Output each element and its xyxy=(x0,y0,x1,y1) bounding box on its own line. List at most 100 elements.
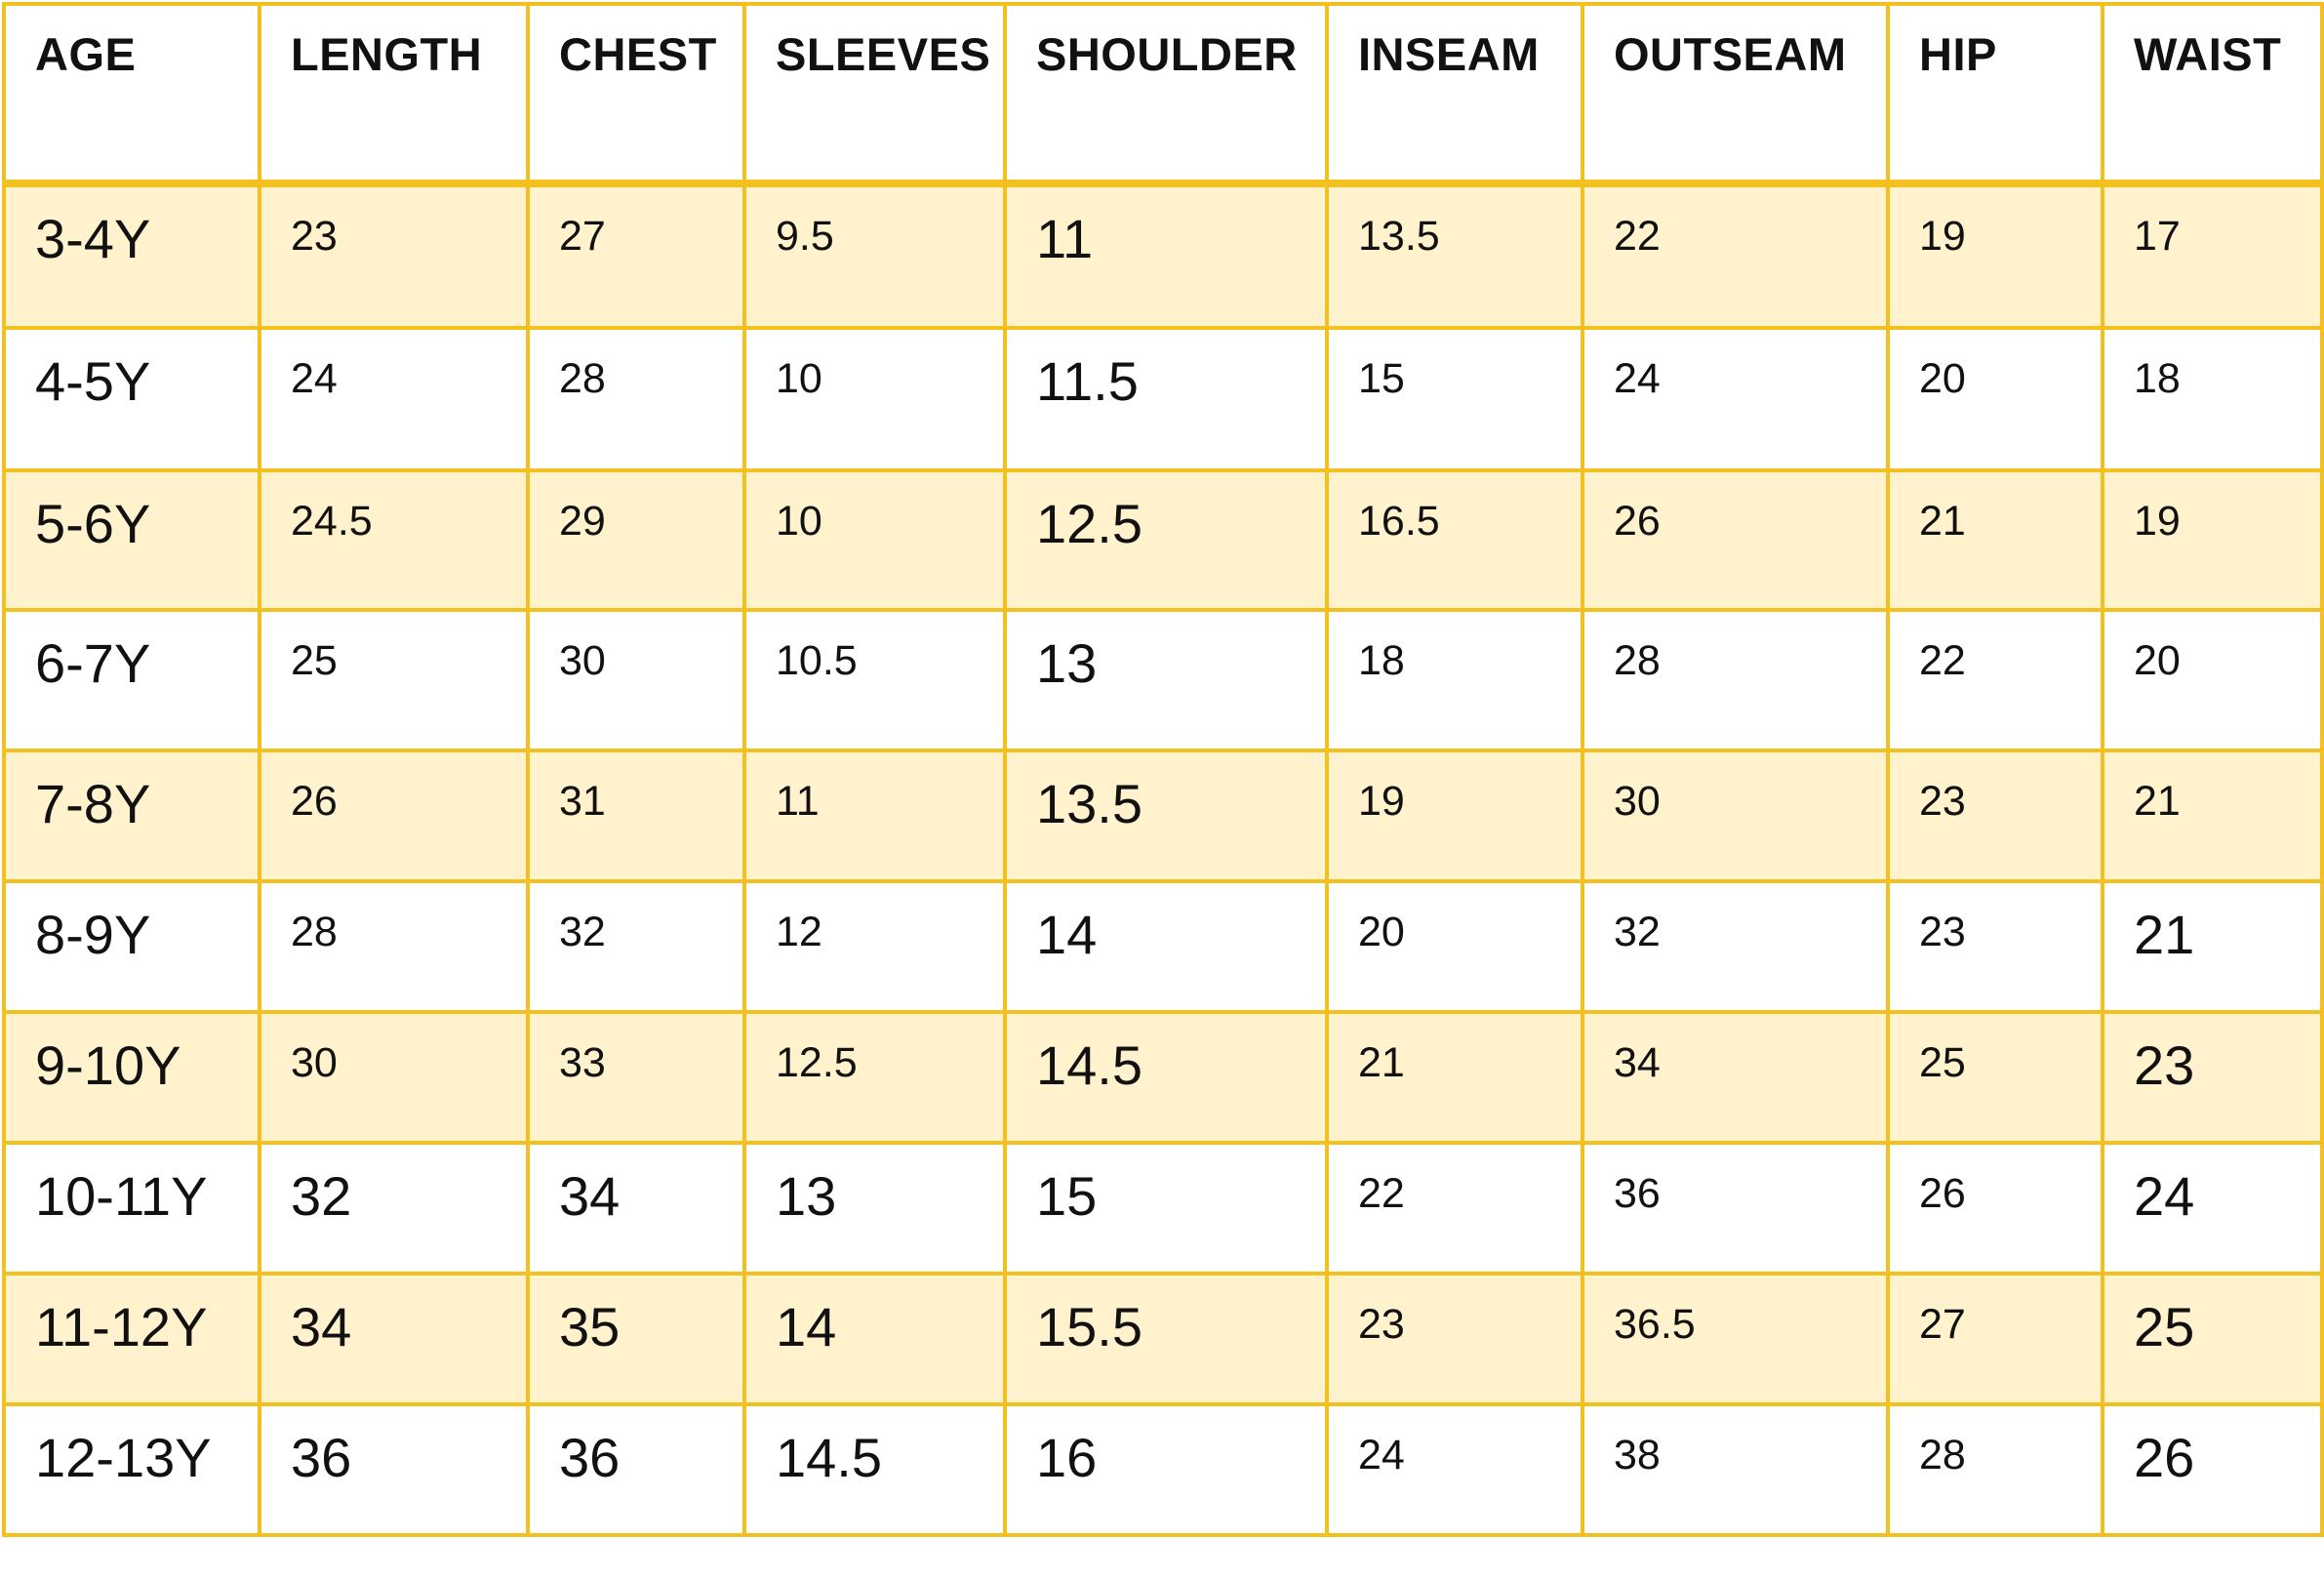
table-row: 3-4Y 23 27 9.5 11 13.5 22 19 17 xyxy=(2,182,2324,330)
age-cell: 4-5Y xyxy=(2,326,261,472)
chest-cell: 27 xyxy=(526,182,746,330)
header-length: LENGTH xyxy=(258,2,530,185)
outseam-cell: 38 xyxy=(1581,1402,1890,1537)
length-cell: 28 xyxy=(258,879,530,1014)
shoulder-cell: 13 xyxy=(1003,608,1329,752)
header-sleeves: SLEEVES xyxy=(742,2,1007,185)
inseam-cell: 19 xyxy=(1325,749,1584,883)
header-age: AGE xyxy=(2,2,261,185)
shoulder-cell: 12.5 xyxy=(1003,468,1329,612)
waist-cell: 17 xyxy=(2101,182,2324,330)
length-cell: 24 xyxy=(258,326,530,472)
age-cell: 8-9Y xyxy=(2,879,261,1014)
hip-cell: 27 xyxy=(1886,1272,2104,1406)
length-cell: 36 xyxy=(258,1402,530,1537)
chest-cell: 30 xyxy=(526,608,746,752)
hip-cell: 26 xyxy=(1886,1141,2104,1275)
age-cell: 10-11Y xyxy=(2,1141,261,1275)
inseam-cell: 20 xyxy=(1325,879,1584,1014)
waist-cell: 26 xyxy=(2101,1402,2324,1537)
waist-cell: 23 xyxy=(2101,1010,2324,1145)
header-inseam: INSEAM xyxy=(1325,2,1584,185)
outseam-cell: 28 xyxy=(1581,608,1890,752)
shoulder-cell: 14.5 xyxy=(1003,1010,1329,1145)
header-hip: HIP xyxy=(1886,2,2104,185)
table-row: 4-5Y 24 28 10 11.5 15 24 20 18 xyxy=(2,326,2324,472)
age-cell: 3-4Y xyxy=(2,182,261,330)
header-row: AGE LENGTH CHEST SLEEVES SHOULDER INSEAM… xyxy=(2,2,2324,185)
outseam-cell: 22 xyxy=(1581,182,1890,330)
table-row: 7-8Y 26 31 11 13.5 19 30 23 21 xyxy=(2,749,2324,883)
shoulder-cell: 11 xyxy=(1003,182,1329,330)
chest-cell: 32 xyxy=(526,879,746,1014)
header-waist: WAIST xyxy=(2101,2,2324,185)
sleeves-cell: 9.5 xyxy=(742,182,1007,330)
chest-cell: 34 xyxy=(526,1141,746,1275)
shoulder-cell: 16 xyxy=(1003,1402,1329,1537)
age-cell: 7-8Y xyxy=(2,749,261,883)
table-row: 5-6Y 24.5 29 10 12.5 16.5 26 21 19 xyxy=(2,468,2324,612)
chest-cell: 33 xyxy=(526,1010,746,1145)
sleeves-cell: 14 xyxy=(742,1272,1007,1406)
inseam-cell: 22 xyxy=(1325,1141,1584,1275)
outseam-cell: 36 xyxy=(1581,1141,1890,1275)
chest-cell: 31 xyxy=(526,749,746,883)
sleeves-cell: 12 xyxy=(742,879,1007,1014)
shoulder-cell: 11.5 xyxy=(1003,326,1329,472)
inseam-cell: 15 xyxy=(1325,326,1584,472)
size-chart-table: AGE LENGTH CHEST SLEEVES SHOULDER INSEAM… xyxy=(2,2,2324,1537)
age-cell: 6-7Y xyxy=(2,608,261,752)
outseam-cell: 34 xyxy=(1581,1010,1890,1145)
sleeves-cell: 10 xyxy=(742,468,1007,612)
outseam-cell: 32 xyxy=(1581,879,1890,1014)
sleeves-cell: 11 xyxy=(742,749,1007,883)
table-row: 8-9Y 28 32 12 14 20 32 23 21 xyxy=(2,879,2324,1014)
header-outseam: OUTSEAM xyxy=(1581,2,1890,185)
inseam-cell: 21 xyxy=(1325,1010,1584,1145)
length-cell: 24.5 xyxy=(258,468,530,612)
inseam-cell: 23 xyxy=(1325,1272,1584,1406)
outseam-cell: 30 xyxy=(1581,749,1890,883)
hip-cell: 21 xyxy=(1886,468,2104,612)
length-cell: 30 xyxy=(258,1010,530,1145)
table-row: 12-13Y 36 36 14.5 16 24 38 28 26 xyxy=(2,1402,2324,1537)
shoulder-cell: 15.5 xyxy=(1003,1272,1329,1406)
age-cell: 11-12Y xyxy=(2,1272,261,1406)
length-cell: 32 xyxy=(258,1141,530,1275)
table-row: 11-12Y 34 35 14 15.5 23 36.5 27 25 xyxy=(2,1272,2324,1406)
sleeves-cell: 10.5 xyxy=(742,608,1007,752)
sleeves-cell: 13 xyxy=(742,1141,1007,1275)
shoulder-cell: 15 xyxy=(1003,1141,1329,1275)
waist-cell: 25 xyxy=(2101,1272,2324,1406)
inseam-cell: 16.5 xyxy=(1325,468,1584,612)
outseam-cell: 26 xyxy=(1581,468,1890,612)
hip-cell: 25 xyxy=(1886,1010,2104,1145)
hip-cell: 19 xyxy=(1886,182,2104,330)
waist-cell: 24 xyxy=(2101,1141,2324,1275)
chest-cell: 36 xyxy=(526,1402,746,1537)
waist-cell: 21 xyxy=(2101,879,2324,1014)
hip-cell: 28 xyxy=(1886,1402,2104,1537)
length-cell: 34 xyxy=(258,1272,530,1406)
age-cell: 9-10Y xyxy=(2,1010,261,1145)
inseam-cell: 24 xyxy=(1325,1402,1584,1537)
inseam-cell: 13.5 xyxy=(1325,182,1584,330)
inseam-cell: 18 xyxy=(1325,608,1584,752)
table-row: 10-11Y 32 34 13 15 22 36 26 24 xyxy=(2,1141,2324,1275)
hip-cell: 23 xyxy=(1886,749,2104,883)
outseam-cell: 36.5 xyxy=(1581,1272,1890,1406)
waist-cell: 20 xyxy=(2101,608,2324,752)
waist-cell: 21 xyxy=(2101,749,2324,883)
hip-cell: 22 xyxy=(1886,608,2104,752)
chest-cell: 28 xyxy=(526,326,746,472)
waist-cell: 19 xyxy=(2101,468,2324,612)
sleeves-cell: 14.5 xyxy=(742,1402,1007,1537)
age-cell: 12-13Y xyxy=(2,1402,261,1537)
header-chest: CHEST xyxy=(526,2,746,185)
header-shoulder: SHOULDER xyxy=(1003,2,1329,185)
length-cell: 23 xyxy=(258,182,530,330)
sleeves-cell: 10 xyxy=(742,326,1007,472)
outseam-cell: 24 xyxy=(1581,326,1890,472)
sleeves-cell: 12.5 xyxy=(742,1010,1007,1145)
shoulder-cell: 13.5 xyxy=(1003,749,1329,883)
